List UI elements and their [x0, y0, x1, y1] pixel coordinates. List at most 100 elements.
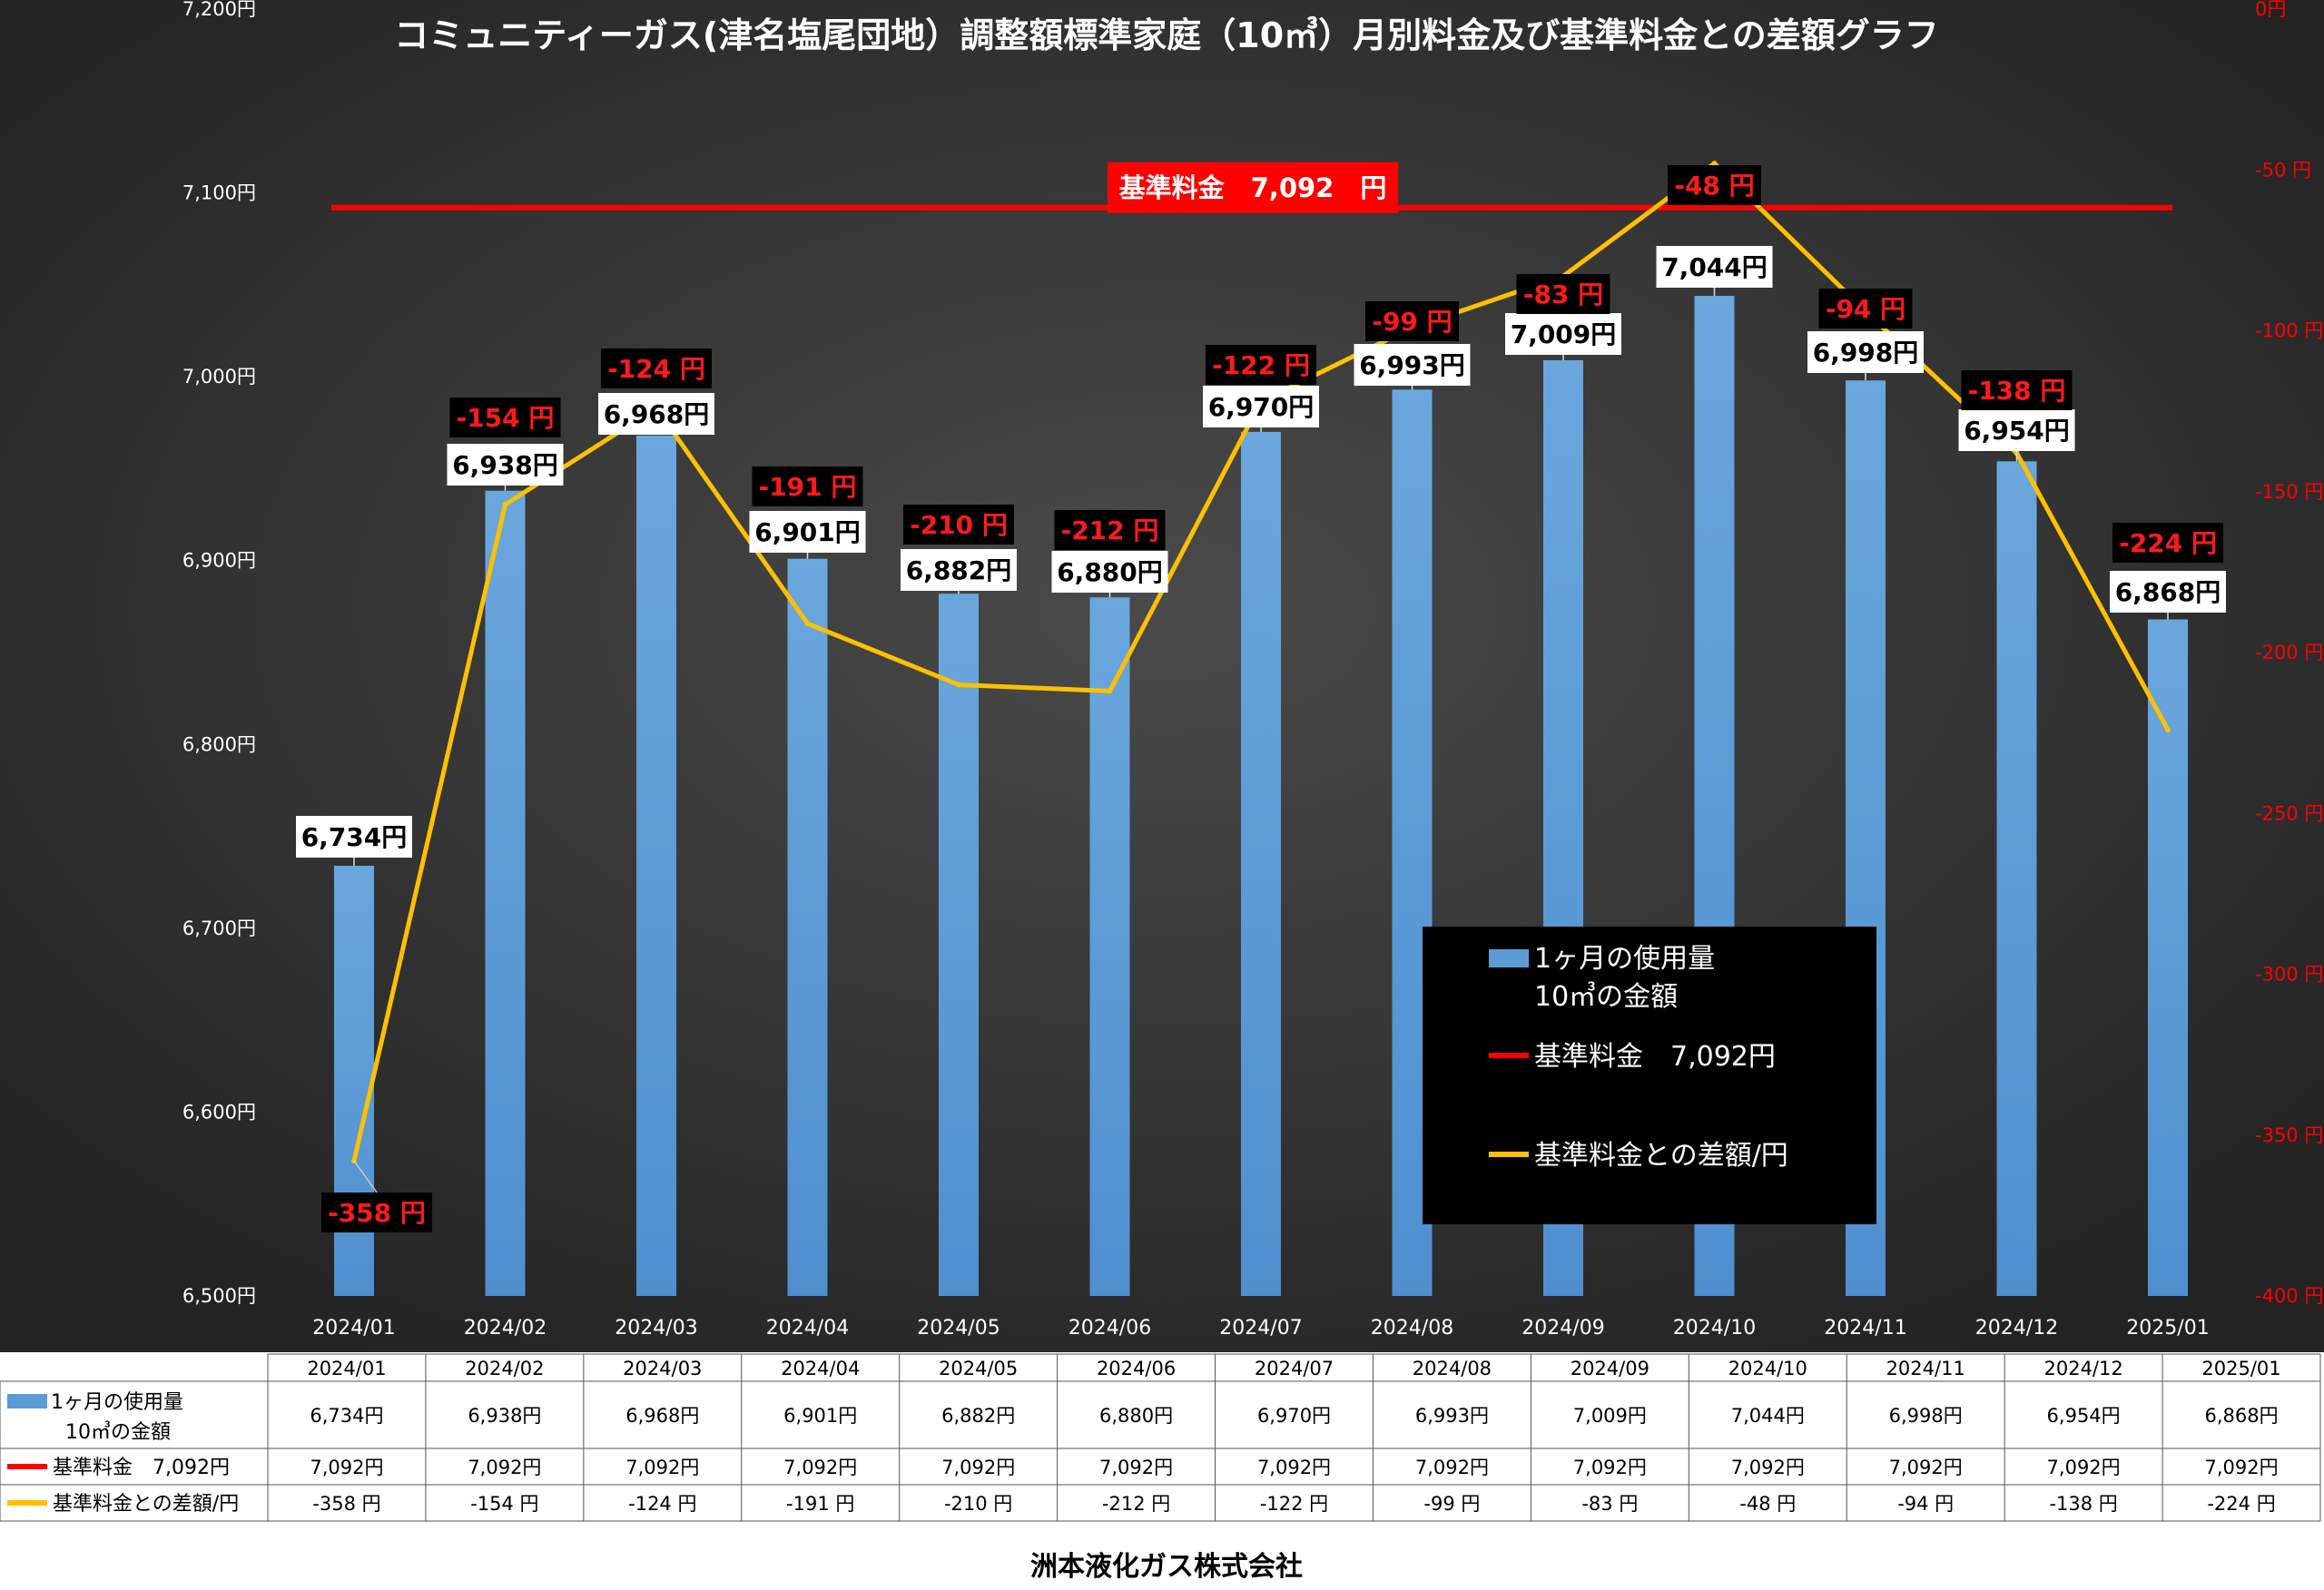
- diff-label: -124 円: [607, 354, 705, 384]
- table-cell: 6,938円: [468, 1405, 541, 1427]
- table-cell: 7,092円: [1257, 1457, 1331, 1478]
- table-header-cell: 2024/12: [2043, 1358, 2122, 1379]
- difference-point: [1711, 161, 1718, 167]
- table-cell: 6,968円: [625, 1405, 699, 1427]
- footer-company: 洲本液化ガス株式会社: [1030, 1551, 1303, 1583]
- value-label-box: [2110, 571, 2226, 613]
- y-right-tick-label: -150 円: [2255, 481, 2323, 503]
- table-header-cell: 2024/04: [781, 1358, 860, 1379]
- y-left-tick-label: 7,200円: [182, 0, 256, 20]
- value-label: 6,734円: [301, 822, 408, 852]
- y-axis-right: 0円 -50 円 -100 円 -150 円 -200 円 -250 円 -300 円 -35…: [2255, 0, 2323, 1307]
- diff-label-box: [1961, 370, 2073, 410]
- x-tick-label: 2024/02: [464, 1317, 547, 1340]
- table-cell: -122 円: [1260, 1493, 1328, 1515]
- value-label: 7,044円: [1661, 252, 1768, 282]
- diff-label-box: [321, 1192, 432, 1232]
- table-cell: 7,092円: [1889, 1457, 1963, 1478]
- bar: [1089, 597, 1130, 1296]
- value-label-box: [1051, 551, 1168, 593]
- table-header-cell: 2024/09: [1571, 1358, 1649, 1379]
- y-left-tick-label: 6,900円: [182, 550, 256, 572]
- bar: [787, 558, 828, 1296]
- y-left-tick-label: 7,100円: [182, 182, 256, 204]
- bar: [1996, 461, 2037, 1297]
- value-label: 6,998円: [1813, 338, 1919, 368]
- y-right-tick-label: -250 円: [2255, 802, 2323, 824]
- y-left-tick-label: 6,600円: [182, 1101, 256, 1123]
- y-left-tick-label: 7,000円: [182, 366, 256, 388]
- value-label-box: [1807, 331, 1924, 373]
- diff-label-box: [1206, 345, 1316, 385]
- value-label-box: [901, 549, 1017, 591]
- diff-label: -210 円: [910, 510, 1008, 540]
- table-cell: 6,901円: [783, 1405, 857, 1427]
- table-cell: 7,044円: [1731, 1405, 1805, 1427]
- table-cell: 6,970円: [1257, 1405, 1331, 1427]
- diff-leader-line: [353, 1160, 378, 1193]
- x-tick-label: 2024/06: [1068, 1317, 1151, 1340]
- x-tick-label: 2024/08: [1371, 1317, 1453, 1340]
- value-label-box: [1354, 344, 1471, 386]
- table-cell: 6,880円: [1099, 1405, 1173, 1427]
- table-cell: -210 円: [944, 1493, 1012, 1515]
- table-cell: -124 円: [628, 1493, 696, 1515]
- diff-label-box: [1054, 510, 1166, 550]
- table-cell: -99 円: [1423, 1493, 1480, 1515]
- legend-label-ref: 基準料金 7,092円: [1534, 1041, 1776, 1073]
- difference-point: [1107, 688, 1113, 694]
- chart-title: コミュニティーガス(津名塩尾団地）調整額標準家庭（10㎥）月別料金及び基準料金と…: [394, 15, 1939, 55]
- table-cell: 6,882円: [941, 1405, 1015, 1427]
- bar-value-labels: 6,734円 6,938円 6,968円 6,901円 6,882円 6,880円 6,97…: [296, 246, 2226, 866]
- table-cell: 6,998円: [1889, 1405, 1963, 1427]
- table-cell: 7,092円: [310, 1457, 383, 1478]
- x-tick-label: 2024/01: [312, 1317, 395, 1340]
- table-header-cell: 2025/01: [2201, 1358, 2280, 1379]
- value-label: 6,901円: [754, 517, 861, 547]
- diff-label-box: [903, 505, 1014, 545]
- table-header-cell: 2024/10: [1728, 1358, 1807, 1379]
- table-cell: 7,092円: [1731, 1457, 1805, 1478]
- legend-label-diff: 基準料金との差額/円: [1534, 1140, 1788, 1172]
- diff-label: -99 円: [1372, 307, 1452, 337]
- diff-label-box: [1818, 289, 1913, 329]
- y-right-tick-label: -400 円: [2255, 1285, 2323, 1307]
- table-cell: 7,092円: [2047, 1457, 2121, 1478]
- table-cell: -212 円: [1102, 1493, 1170, 1515]
- reference-label: 基準料金 7,092 円: [1119, 172, 1387, 203]
- table-header-cell: 2024/06: [1097, 1358, 1176, 1379]
- data-table: 2024/01 2024/02 2024/03 2024/04 2024/05 2024/…: [0, 1353, 2321, 1522]
- table-row-label: 1ヶ月の使用量: [51, 1391, 183, 1414]
- y-right-tick-label: -350 円: [2255, 1124, 2323, 1146]
- table-cell: -191 円: [786, 1493, 854, 1515]
- table-cell: -154 円: [470, 1493, 538, 1515]
- table-header-cell: 2024/02: [465, 1358, 544, 1379]
- table-header-cell: 2024/07: [1255, 1358, 1334, 1379]
- reference-label-box: [1108, 162, 1398, 213]
- diff-label-box: [1668, 165, 1761, 205]
- diff-label: -191 円: [759, 472, 857, 502]
- diff-label: -138 円: [1968, 376, 2066, 406]
- bar: [2148, 619, 2188, 1296]
- diff-label: -224 円: [2119, 528, 2217, 558]
- legend-label-bar-1: 1ヶ月の使用量: [1534, 943, 1715, 975]
- bar: [636, 435, 676, 1297]
- value-label-box: [296, 816, 412, 858]
- value-label-box: [1656, 246, 1773, 288]
- y-right-tick-label: 0円: [2255, 0, 2286, 20]
- table-cell: -224 円: [2207, 1493, 2275, 1515]
- table-cell: 7,092円: [2204, 1457, 2278, 1478]
- difference-point: [956, 682, 961, 688]
- x-tick-label: 2024/05: [917, 1317, 1000, 1340]
- legend: 1ヶ月の使用量 10㎥の金額 基準料金 7,092円 基準料金との差額/円: [1423, 927, 1876, 1224]
- value-label: 6,882円: [906, 555, 1012, 585]
- diff-label: -83 円: [1523, 280, 1603, 309]
- legend-swatch-bar: [1489, 949, 1529, 967]
- table-cell: 6,734円: [310, 1405, 383, 1427]
- diff-label-box: [1516, 274, 1610, 314]
- legend-label-bar-2: 10㎥の金額: [1534, 981, 1678, 1013]
- difference-point: [804, 621, 811, 627]
- value-label: 6,954円: [1964, 416, 2070, 446]
- difference-point: [2165, 727, 2171, 733]
